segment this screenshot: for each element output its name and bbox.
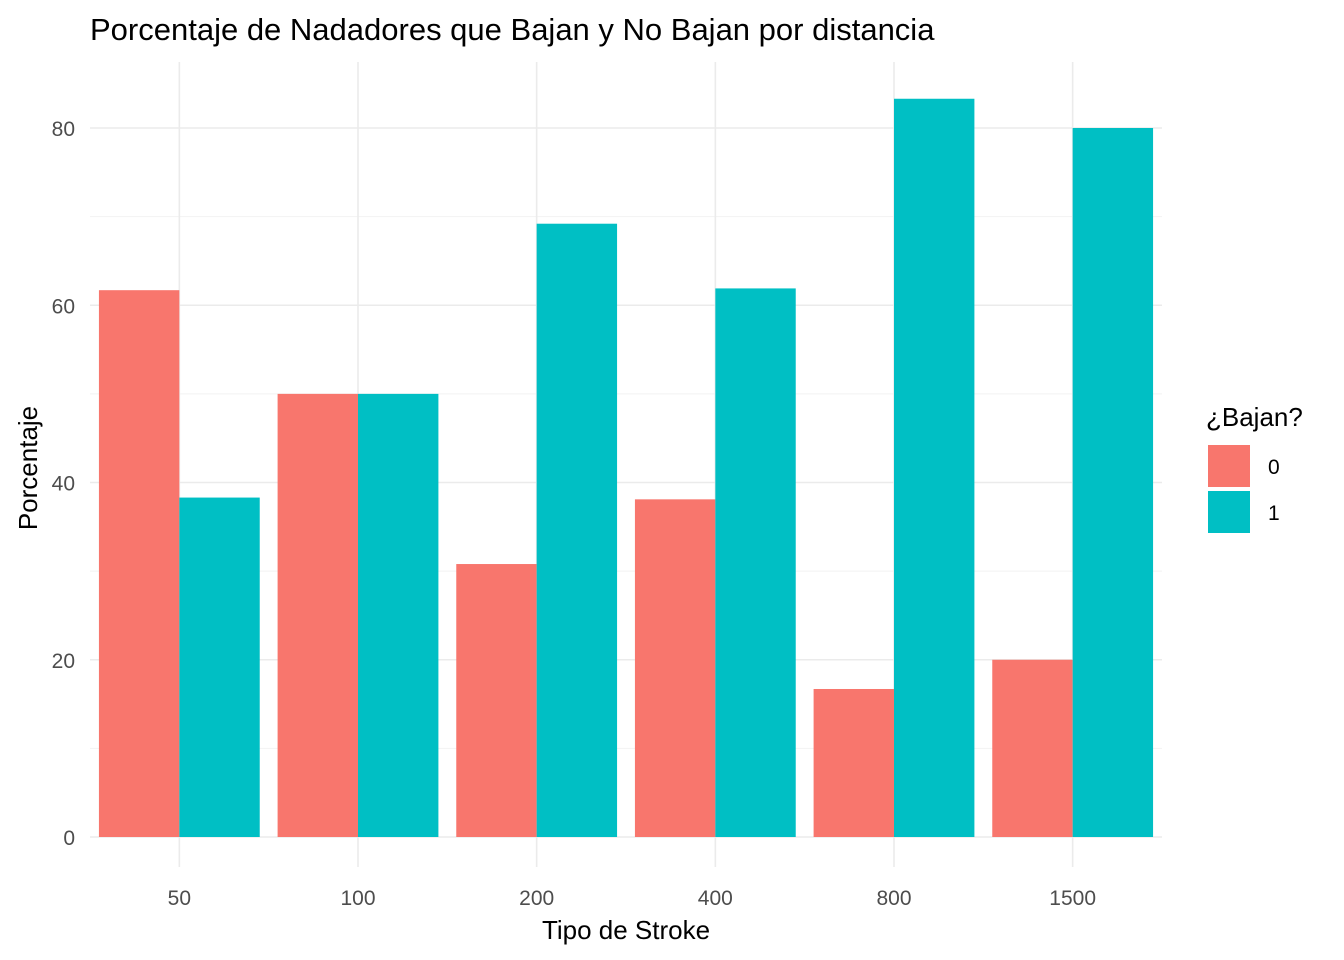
bar-1500-series-0 (992, 659, 1073, 837)
bar-1500-series-1 (1072, 128, 1154, 837)
bar-800-series-1 (894, 98, 975, 837)
bars (98, 98, 1154, 838)
legend-title: ¿Bajan? (1206, 402, 1303, 432)
bar-200-series-0 (456, 564, 537, 837)
bar-800-series-0 (813, 688, 894, 837)
legend-key-0 (1208, 445, 1250, 487)
y-tick-label: 80 (52, 118, 75, 141)
y-axis-ticks: 0 20 40 60 80 (52, 118, 75, 850)
bar-100-series-0 (277, 393, 358, 837)
y-tick-label: 0 (63, 827, 75, 850)
x-tick-label: 1500 (1049, 887, 1096, 910)
x-axis-title: Tipo de Stroke (542, 915, 710, 945)
chart-title: Porcentaje de Nadadores que Bajan y No B… (90, 12, 935, 47)
bar-400-series-0 (634, 499, 716, 837)
bar-50-series-0 (98, 290, 180, 838)
legend: ¿Bajan? 0 1 (1206, 402, 1303, 533)
bar-100-series-1 (358, 393, 439, 837)
x-tick-label: 400 (698, 887, 733, 910)
x-tick-label: 800 (876, 887, 911, 910)
bar-200-series-1 (536, 223, 618, 838)
bar-400-series-1 (715, 288, 796, 837)
y-tick-label: 40 (52, 473, 75, 496)
y-tick-label: 60 (52, 295, 75, 318)
x-axis-ticks: 50 100 200 400 800 1500 (168, 887, 1096, 910)
y-tick-label: 20 (52, 650, 75, 673)
y-axis-title: Porcentaje (13, 406, 43, 530)
legend-label-0: 0 (1268, 456, 1280, 479)
bar-50-series-1 (179, 497, 260, 837)
legend-key-1 (1208, 491, 1250, 533)
x-tick-label: 50 (168, 887, 191, 910)
x-tick-label: 100 (340, 887, 375, 910)
x-tick-label: 200 (519, 887, 554, 910)
legend-label-1: 1 (1268, 502, 1280, 525)
